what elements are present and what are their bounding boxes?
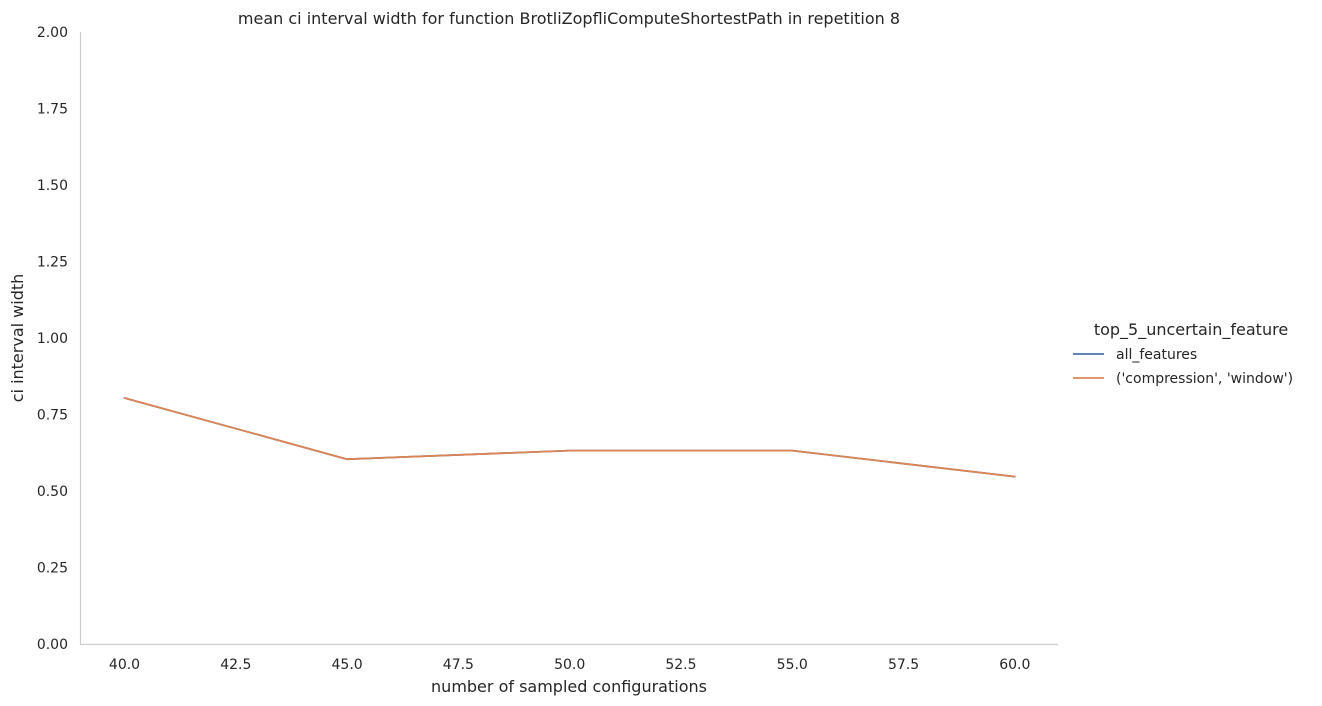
x-tick-label: 42.5 bbox=[220, 657, 251, 673]
x-tick-label: 50.0 bbox=[554, 657, 585, 673]
legend-label-0: all_features bbox=[1116, 347, 1197, 363]
series-line-0 bbox=[123, 397, 1016, 478]
series-line-1 bbox=[123, 397, 1016, 478]
x-tick-label: 60.0 bbox=[999, 657, 1030, 673]
legend: top_5_uncertain_feature all_features ('co… bbox=[1073, 320, 1293, 387]
chart-title: mean ci interval width for function Brot… bbox=[238, 9, 900, 28]
x-tick-label: 55.0 bbox=[777, 657, 808, 673]
legend-label-1: ('compression', 'window') bbox=[1116, 371, 1293, 387]
legend-items: all_features ('compression', 'window') bbox=[1073, 347, 1293, 387]
x-axis-label: number of sampled configurations bbox=[431, 677, 707, 696]
y-tick-label: 1.50 bbox=[37, 178, 68, 194]
legend-title: top_5_uncertain_feature bbox=[1094, 320, 1288, 340]
y-axis-label: ci interval width bbox=[8, 274, 27, 403]
y-tick-label: 0.75 bbox=[37, 408, 68, 424]
x-tick-label: 40.0 bbox=[109, 657, 140, 673]
x-tick-label: 47.5 bbox=[443, 657, 474, 673]
series-lines bbox=[123, 397, 1016, 478]
x-tick-labels: 40.0 42.5 45.0 47.5 50.0 52.5 55.0 57.5 60.0 bbox=[109, 657, 1030, 673]
y-tick-label: 1.75 bbox=[37, 102, 68, 118]
x-tick-label: 57.5 bbox=[888, 657, 919, 673]
y-tick-labels: 0.00 0.25 0.50 0.75 1.00 1.25 1.50 1.75 2.00 bbox=[37, 25, 68, 653]
y-tick-label: 2.00 bbox=[37, 25, 68, 41]
y-tick-label: 1.25 bbox=[37, 255, 68, 271]
x-tick-label: 52.5 bbox=[665, 657, 696, 673]
y-tick-label: 0.50 bbox=[37, 484, 68, 500]
y-tick-label: 1.00 bbox=[37, 331, 68, 347]
plot-area: 0.00 0.25 0.50 0.75 1.00 1.25 1.50 1.75 2.00 40.… bbox=[37, 25, 1058, 673]
y-tick-label: 0.25 bbox=[37, 561, 68, 577]
x-tick-label: 45.0 bbox=[332, 657, 363, 673]
y-tick-label: 0.00 bbox=[37, 637, 68, 653]
